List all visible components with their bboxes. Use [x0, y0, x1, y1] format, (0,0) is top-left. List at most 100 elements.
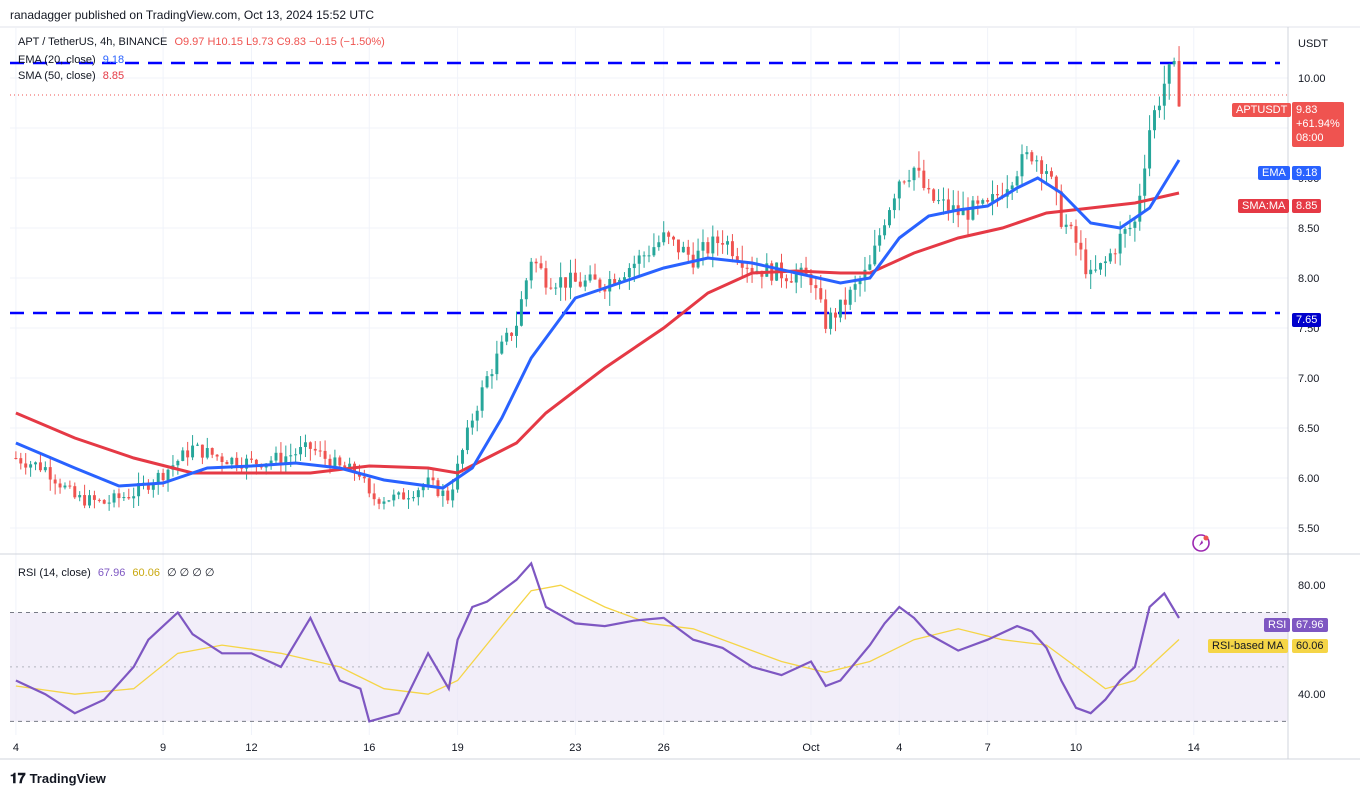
rsi-pane[interactable]: 80.00 40.00: [10, 561, 1326, 723]
ema-legend[interactable]: EMA (20, close) 9.18: [18, 54, 124, 66]
candle-body: [539, 263, 543, 269]
candle-body: [1177, 61, 1181, 107]
candle-body: [726, 241, 729, 245]
candle-body: [333, 457, 337, 468]
candle-body: [897, 181, 901, 199]
candle-body: [622, 277, 626, 280]
tradingview-logo[interactable]: 𝟏𝟕 TradingView: [10, 770, 106, 787]
candle-body: [765, 263, 769, 277]
candle-body: [711, 236, 715, 254]
candle-body: [500, 341, 504, 354]
candle-body: [1064, 224, 1068, 227]
candle-body: [1143, 168, 1147, 196]
candle-body: [740, 261, 744, 268]
candle-body: [1084, 249, 1088, 275]
candle-body: [1015, 176, 1019, 186]
candle-body: [961, 207, 965, 216]
candle-body: [1113, 253, 1117, 255]
rsi-legend-value: 67.96: [97, 567, 126, 579]
candle-body: [868, 264, 872, 270]
candle-body: [299, 447, 303, 455]
candle-body: [117, 493, 121, 499]
time-tick-label: 12: [245, 742, 257, 754]
candle-body: [1133, 221, 1137, 228]
candle-body: [721, 243, 725, 245]
price-tick-label: 8.00: [1298, 273, 1319, 285]
horizontal-levels[interactable]: [10, 61, 1288, 315]
candle-body: [1089, 269, 1093, 275]
candle-body: [824, 299, 828, 329]
candle-body: [24, 463, 28, 468]
candle-body: [632, 263, 636, 269]
candle-body: [68, 485, 72, 487]
candle-body: [480, 387, 484, 411]
sma-legend[interactable]: SMA (50, close) 8.85: [18, 70, 124, 82]
candle-body: [510, 332, 514, 336]
time-tick-label: 4: [13, 742, 19, 754]
tradingview-icon: 𝟏𝟕: [10, 770, 26, 786]
candle-body: [529, 261, 533, 281]
rsi-ma-name-tag: RSI-based MA: [1208, 639, 1288, 653]
candle-body: [686, 246, 690, 255]
candle-body: [63, 485, 67, 488]
candle-body: [573, 272, 577, 282]
candle-body: [102, 500, 106, 504]
ema-label: EMA (20, close): [18, 54, 96, 66]
candle-body: [848, 289, 852, 305]
candle-body: [1045, 171, 1049, 174]
candle-body: [411, 497, 415, 499]
candle-body: [652, 247, 656, 256]
sma-name-tag: SMA:MA: [1238, 199, 1290, 213]
candle-body: [745, 267, 749, 269]
rsi-legend[interactable]: RSI (14, close) 67.96 60.06 ∅ ∅ ∅ ∅: [18, 566, 215, 579]
ema-20-line: [15, 159, 1181, 490]
symbol-label: APT / TetherUS, 4h, BINANCE: [18, 36, 168, 48]
candle-body: [672, 236, 676, 240]
candle-body: [642, 255, 646, 257]
candle-body: [598, 279, 602, 288]
candle-body: [681, 246, 685, 253]
candle-body: [888, 210, 891, 226]
candle-body: [883, 225, 887, 236]
rsi-extras: ∅ ∅ ∅ ∅: [167, 567, 215, 579]
candle-body: [657, 242, 661, 248]
candle-body: [318, 450, 322, 452]
candle-body: [515, 325, 518, 336]
alert-icon[interactable]: [1190, 532, 1212, 554]
price-value-tag: 9.83 +61.94% 08:00: [1292, 102, 1344, 147]
publisher-line: ranadagger published on TradingView.com,…: [10, 8, 375, 22]
candle-body: [357, 473, 361, 477]
candle-body: [554, 287, 558, 289]
candle-body: [946, 199, 950, 212]
currency-label[interactable]: USDT: [1298, 38, 1328, 50]
candle-body: [274, 452, 278, 461]
candle-body: [34, 462, 37, 465]
candle-body: [88, 495, 91, 506]
candle-body: [750, 267, 754, 274]
candle-body: [254, 459, 258, 465]
candle-body: [863, 269, 867, 281]
candle-body: [819, 288, 823, 300]
candle-body: [230, 457, 234, 465]
candle-body: [637, 255, 641, 264]
candle-body: [932, 189, 936, 201]
candle-body: [387, 500, 391, 502]
candle-body: [323, 450, 327, 459]
candle-body: [1020, 154, 1024, 177]
candle-body: [986, 200, 990, 202]
candle-body: [426, 477, 430, 486]
rsi-label: RSI (14, close): [18, 567, 91, 579]
candle-body: [814, 285, 818, 289]
symbol-legend[interactable]: APT / TetherUS, 4h, BINANCE O9.97 H10.15…: [18, 36, 385, 48]
rsi-name-tag: RSI: [1264, 618, 1291, 632]
candle-body: [834, 312, 837, 318]
candle-body: [1172, 61, 1176, 65]
candle-body: [519, 299, 523, 326]
rsi-line: [15, 561, 1180, 723]
candle-body: [735, 256, 739, 262]
candle-body: [1035, 160, 1039, 162]
candle-body: [853, 284, 857, 290]
candle-body: [156, 472, 160, 484]
candle-body: [1103, 261, 1107, 264]
